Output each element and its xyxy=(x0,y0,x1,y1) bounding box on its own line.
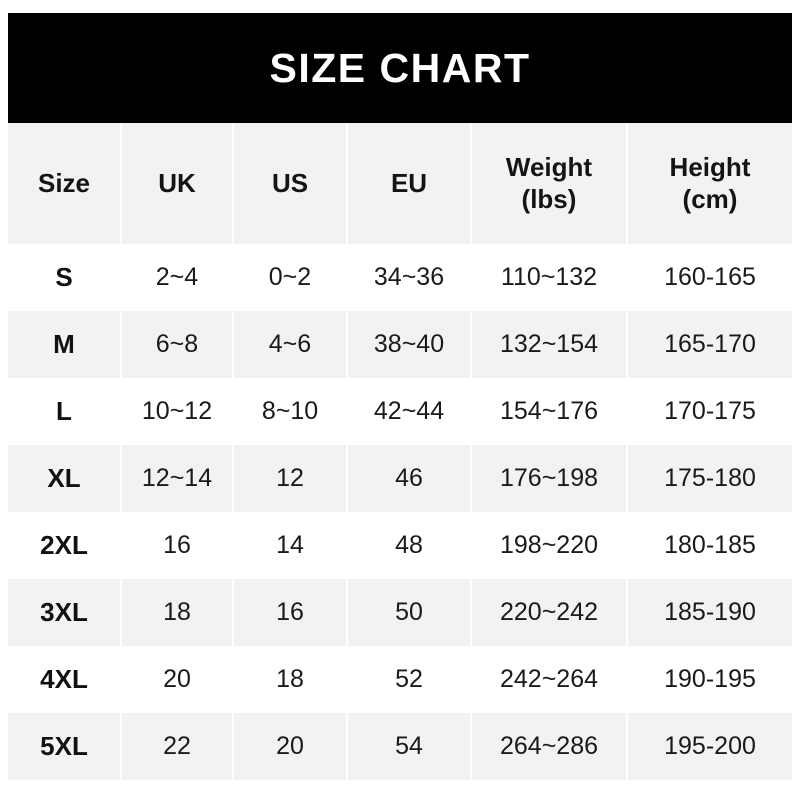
cell-height: 180-185 xyxy=(664,531,756,560)
cell-uk: 10~12 xyxy=(122,378,234,445)
cell-uk: 20 xyxy=(122,646,234,713)
cell-uk: 12~14 xyxy=(122,445,234,512)
column-header-weight: Weight (lbs) xyxy=(472,123,628,244)
column-header-height-label: Height (cm) xyxy=(669,151,751,214)
cell-size: 4XL xyxy=(8,646,122,713)
cell-weight: 132~154 xyxy=(472,311,628,378)
cell-us: 14 xyxy=(234,512,348,579)
column-header-us: US xyxy=(234,123,348,244)
cell-weight: 264~286 xyxy=(472,713,628,780)
cell-height: 170-175 xyxy=(664,397,756,426)
cell-us: 8~10 xyxy=(234,378,348,445)
cell-us: 4~6 xyxy=(234,311,348,378)
table-row: 2XL 16 14 48 198~220 180-185 xyxy=(8,512,792,579)
cell-size: L xyxy=(8,378,122,445)
table-row: 5XL 22 20 54 264~286 195-200 xyxy=(8,713,792,780)
title-banner: SIZE CHART xyxy=(8,13,792,123)
cell-height: 185-190 xyxy=(664,598,756,627)
cell-eu: 46 xyxy=(348,445,472,512)
cell-eu: 42~44 xyxy=(348,378,472,445)
cell-eu: 48 xyxy=(348,512,472,579)
cell-weight: 198~220 xyxy=(472,512,628,579)
cell-size: S xyxy=(8,244,122,311)
column-header-eu-label: EU xyxy=(390,167,428,198)
cell-eu: 38~40 xyxy=(348,311,472,378)
size-chart-table: Size UK US EU Weight (lbs) Height (cm) S… xyxy=(8,123,792,785)
cell-uk: 22 xyxy=(122,713,234,780)
cell-weight: 154~176 xyxy=(472,378,628,445)
cell-eu: 34~36 xyxy=(348,244,472,311)
table-row: L 10~12 8~10 42~44 154~176 170-175 xyxy=(8,378,792,445)
cell-height: 190-195 xyxy=(664,665,756,694)
page-title: SIZE CHART xyxy=(269,44,531,91)
cell-eu: 50 xyxy=(348,579,472,646)
cell-us: 20 xyxy=(234,713,348,780)
table-header-row: Size UK US EU Weight (lbs) Height (cm) xyxy=(8,123,792,244)
cell-weight: 220~242 xyxy=(472,579,628,646)
column-header-eu: EU xyxy=(348,123,472,244)
cell-weight: 242~264 xyxy=(472,646,628,713)
table-row: 3XL 18 16 50 220~242 185-190 xyxy=(8,579,792,646)
column-header-uk: UK xyxy=(122,123,234,244)
table-row: 4XL 20 18 52 242~264 190-195 xyxy=(8,646,792,713)
table-row: XL 12~14 12 46 176~198 175-180 xyxy=(8,445,792,512)
cell-height: 195-200 xyxy=(664,732,756,761)
cell-size: 5XL xyxy=(8,713,122,780)
cell-eu: 54 xyxy=(348,713,472,780)
cell-size: XL xyxy=(8,445,122,512)
column-header-uk-label: UK xyxy=(158,167,196,198)
cell-height: 175-180 xyxy=(664,464,756,493)
column-header-us-label: US xyxy=(271,167,309,198)
cell-uk: 2~4 xyxy=(122,244,234,311)
column-header-size: Size xyxy=(8,123,122,244)
cell-eu: 52 xyxy=(348,646,472,713)
column-header-weight-label: Weight (lbs) xyxy=(505,151,593,214)
cell-uk: 18 xyxy=(122,579,234,646)
column-header-size-label: Size xyxy=(37,167,91,198)
cell-us: 16 xyxy=(234,579,348,646)
cell-size: 2XL xyxy=(8,512,122,579)
cell-uk: 16 xyxy=(122,512,234,579)
cell-us: 12 xyxy=(234,445,348,512)
column-header-height: Height (cm) xyxy=(628,123,792,244)
cell-weight: 176~198 xyxy=(472,445,628,512)
table-row: S 2~4 0~2 34~36 110~132 160-165 xyxy=(8,244,792,311)
cell-uk: 6~8 xyxy=(122,311,234,378)
cell-weight: 110~132 xyxy=(472,244,628,311)
cell-us: 18 xyxy=(234,646,348,713)
cell-size: 3XL xyxy=(8,579,122,646)
cell-us: 0~2 xyxy=(234,244,348,311)
table-row: M 6~8 4~6 38~40 132~154 165-170 xyxy=(8,311,792,378)
cell-height: 165-170 xyxy=(664,330,756,359)
cell-size: M xyxy=(8,311,122,378)
cell-height: 160-165 xyxy=(664,263,756,292)
